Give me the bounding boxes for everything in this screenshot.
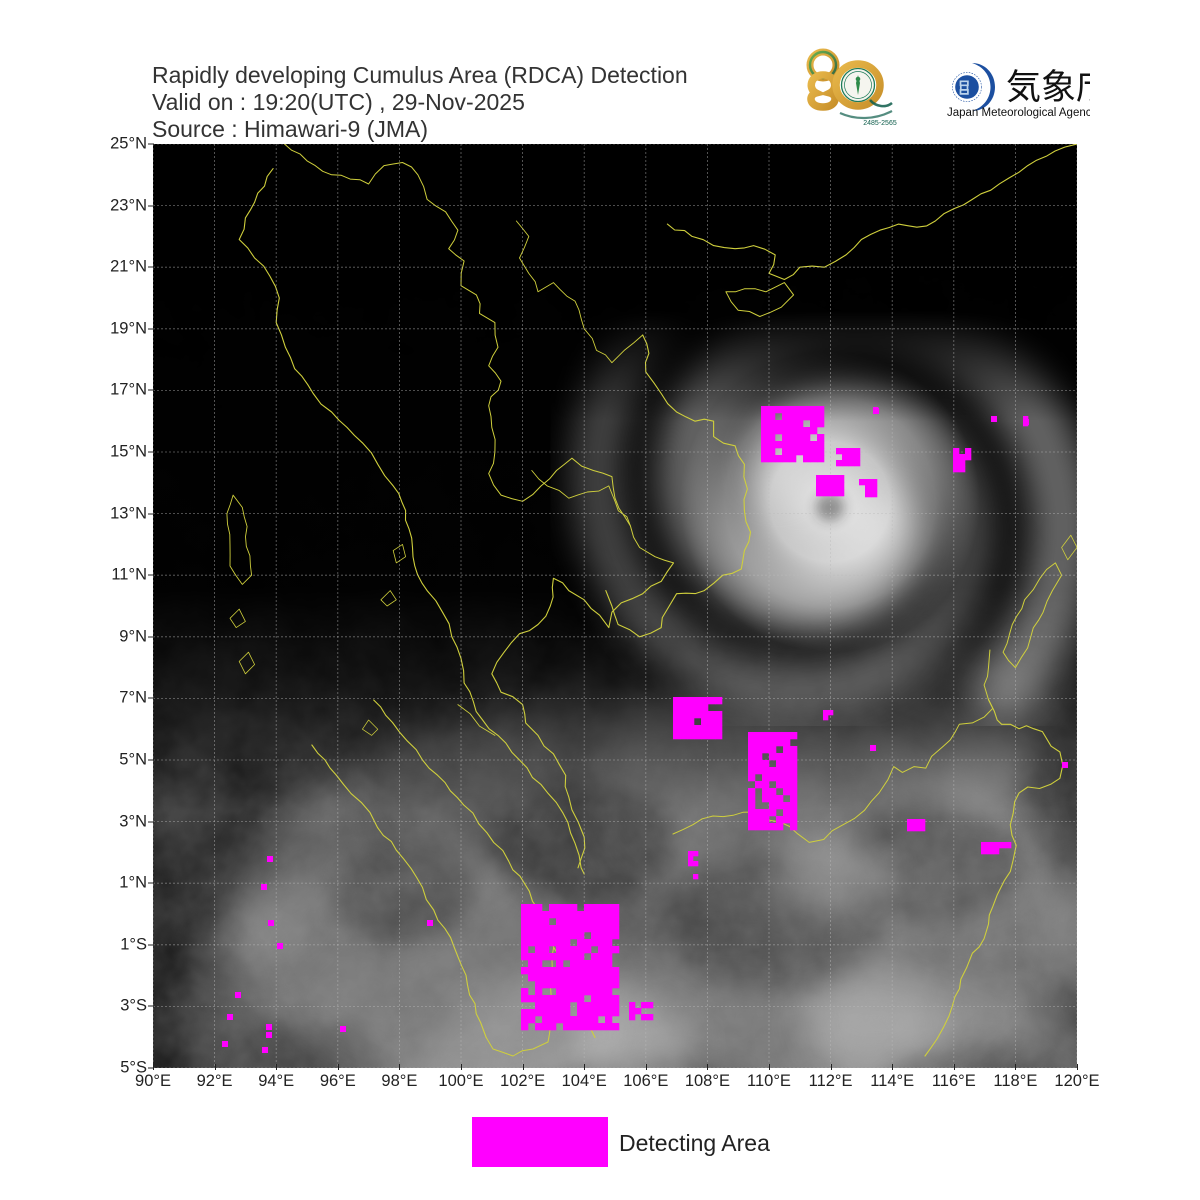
svg-text:気象庁: 気象庁 (1006, 68, 1090, 107)
svg-text:2485-2565: 2485-2565 (863, 120, 897, 125)
svg-text:Japan Meteorological Agency: Japan Meteorological Agency (947, 107, 1090, 119)
